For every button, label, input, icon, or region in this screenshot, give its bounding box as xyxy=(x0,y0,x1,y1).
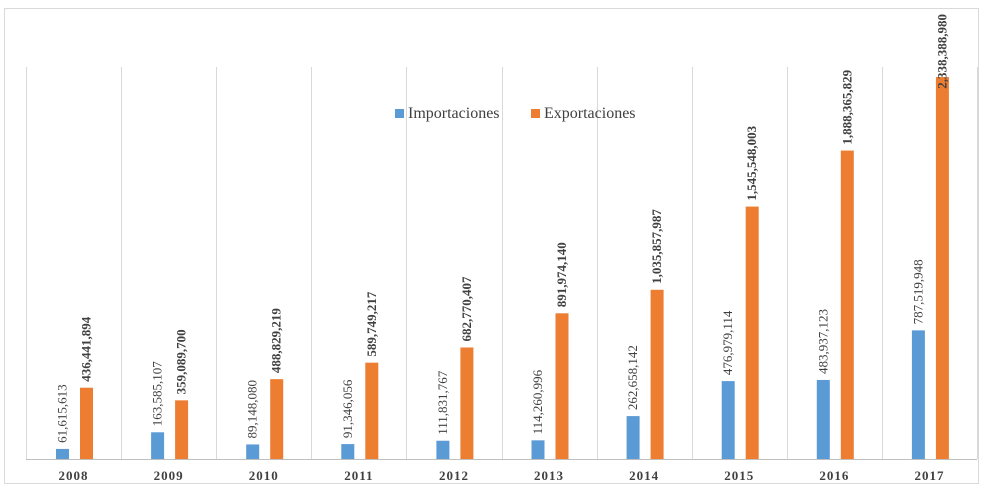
tick-label-2013: 2013 xyxy=(534,468,564,483)
data-label-importaciones-2011: 91,346,056 xyxy=(340,379,355,438)
data-label-importaciones-2013: 114,260,996 xyxy=(530,369,545,434)
data-label-exportaciones-2015: 1,545,548,003 xyxy=(744,125,759,200)
data-label-importaciones-2012: 111,831,767 xyxy=(435,370,450,435)
data-label-exportaciones-2012: 682,770,407 xyxy=(459,276,474,342)
bar-exportaciones-2012 xyxy=(460,347,474,459)
data-label-exportaciones-2008: 436,441,894 xyxy=(79,316,94,382)
legend-label-importaciones: Importaciones xyxy=(408,105,500,122)
bar-exportaciones-2009 xyxy=(175,400,189,459)
data-label-exportaciones-2014: 1,035,857,987 xyxy=(649,209,664,284)
data-label-importaciones-2017: 787,519,948 xyxy=(910,259,925,324)
tick-label-2011: 2011 xyxy=(344,468,373,483)
legend-label-exportaciones: Exportaciones xyxy=(544,105,636,122)
data-label-importaciones-2014: 262,658,142 xyxy=(625,345,640,410)
bar-importaciones-2015 xyxy=(721,381,735,459)
bar-importaciones-2009 xyxy=(151,432,165,459)
bar-importaciones-2012 xyxy=(436,440,450,459)
data-label-exportaciones-2009: 359,089,700 xyxy=(174,329,189,394)
bar-importaciones-2011 xyxy=(341,444,355,459)
data-label-importaciones-2010: 89,148,080 xyxy=(245,380,260,439)
tick-label-2008: 2008 xyxy=(59,468,89,483)
bar-exportaciones-2017 xyxy=(935,77,949,459)
data-label-importaciones-2008: 61,615,613 xyxy=(55,384,70,443)
bars-layer xyxy=(56,77,949,460)
tick-label-2017: 2017 xyxy=(914,468,944,483)
legend-swatch-importaciones xyxy=(395,109,404,118)
tick-label-2009: 2009 xyxy=(154,468,184,483)
bar-exportaciones-2011 xyxy=(365,362,379,459)
data-label-importaciones-2009: 163,585,107 xyxy=(150,361,165,427)
data-label-importaciones-2016: 483,937,123 xyxy=(815,309,830,374)
bar-exportaciones-2016 xyxy=(840,150,854,460)
bar-importaciones-2008 xyxy=(56,448,69,459)
tick-label-2012: 2012 xyxy=(439,468,469,483)
bar-importaciones-2013 xyxy=(531,440,545,459)
x-axis: 2008 2009 2010 2011 2012 2013 2014 2015 2016 2017 xyxy=(26,459,977,483)
legend-swatch-exportaciones xyxy=(531,109,540,118)
bar-importaciones-2010 xyxy=(246,444,260,459)
tick-label-2015: 2015 xyxy=(724,468,754,483)
data-label-exportaciones-2010: 488,829,219 xyxy=(269,308,284,374)
bar-exportaciones-2008 xyxy=(80,387,93,459)
bar-exportaciones-2013 xyxy=(555,313,569,459)
bar-importaciones-2017 xyxy=(911,330,925,459)
tick-label-2010: 2010 xyxy=(249,468,279,483)
bar-exportaciones-2010 xyxy=(270,379,284,459)
legend: Importaciones Exportaciones xyxy=(395,105,636,122)
data-label-exportaciones-2017: 2,338,388,980 xyxy=(934,14,949,89)
labels-layer: 61,615,613 436,441,894 163,585,107 359,089,… xyxy=(55,14,950,443)
bar-importaciones-2014 xyxy=(626,416,640,459)
data-label-exportaciones-2013: 891,974,140 xyxy=(554,242,569,307)
data-label-importaciones-2015: 476,979,114 xyxy=(720,310,735,375)
bar-importaciones-2016 xyxy=(816,379,830,459)
tick-label-2016: 2016 xyxy=(819,468,849,483)
bar-exportaciones-2015 xyxy=(745,206,759,459)
data-label-exportaciones-2016: 1,888,365,829 xyxy=(839,69,854,144)
bar-exportaciones-2014 xyxy=(650,289,664,459)
chart-frame xyxy=(4,8,979,484)
tick-label-2014: 2014 xyxy=(629,468,659,483)
grid-layer xyxy=(26,67,978,459)
data-label-exportaciones-2011: 589,749,217 xyxy=(364,291,379,357)
